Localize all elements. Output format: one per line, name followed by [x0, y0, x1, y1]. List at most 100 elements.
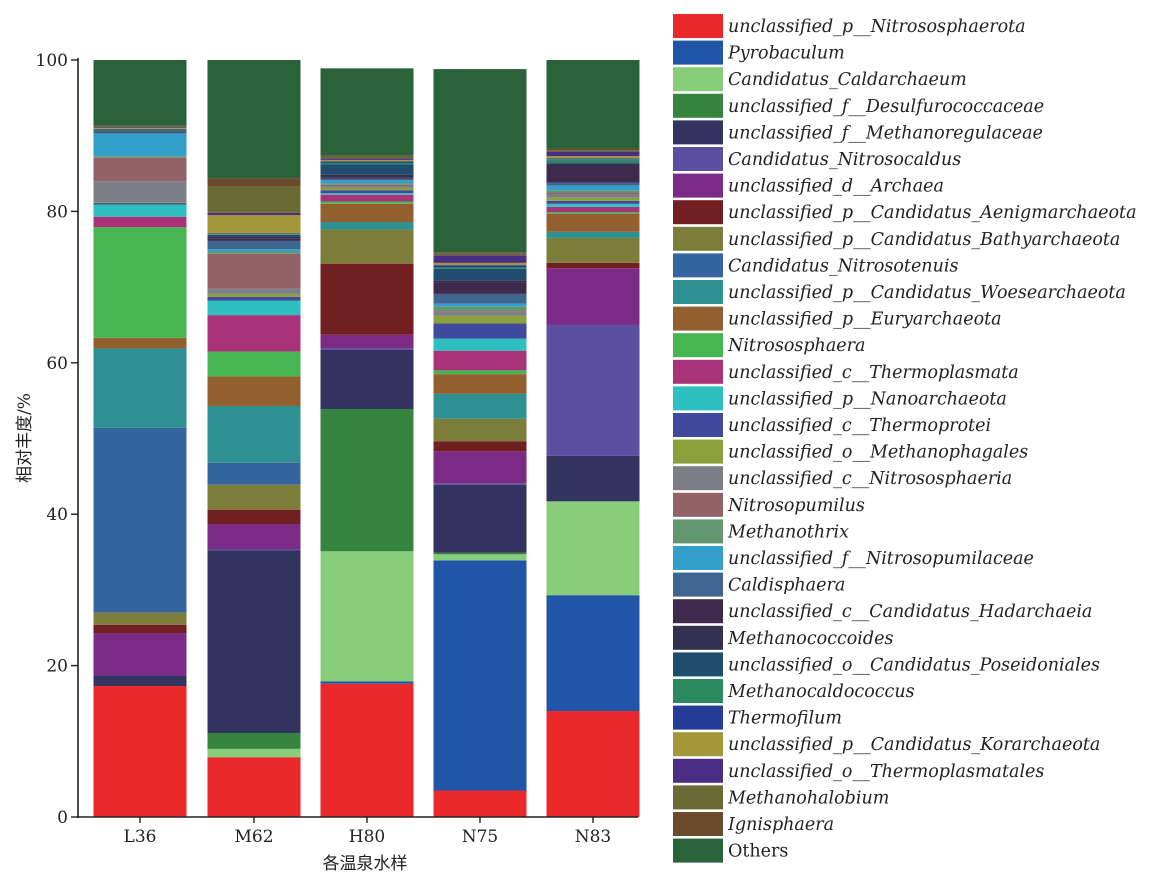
bar-segment-l36-28 [93, 127, 187, 129]
legend-label-13: unclassified_c__Thermoplasmata [728, 363, 1019, 383]
axes-layer: 0 20 40 60 80 100 L36 M62 H80 N75 N83 [36, 51, 638, 847]
bar-segment-n83-7 [546, 262, 640, 269]
bar-segment-m62-19 [207, 251, 301, 254]
legend-label-9: Candidatus_Nitrosotenuis [728, 256, 958, 276]
bar-segment-n83-13 [546, 206, 640, 213]
bar-segment-l36-22 [93, 131, 187, 133]
x-axis-title: 各温泉水样 [323, 854, 408, 874]
bar-segment-h80-0 [320, 683, 414, 817]
y-axis-title: 相对丰度/% [15, 393, 35, 483]
bar-segment-n83-30 [546, 148, 640, 151]
bar-segment-h80-17 [320, 186, 414, 188]
bar-segment-h80-27 [320, 159, 414, 162]
legend-swatch-25 [673, 679, 723, 703]
bar-segment-n83-16 [546, 197, 640, 201]
bar-segment-m62-21 [207, 240, 301, 250]
y-tick-label-80: 80 [46, 202, 68, 222]
bar-segment-n75-4 [433, 484, 527, 553]
bar-segment-m62-12 [207, 351, 301, 377]
bar-segment-l36-7 [93, 624, 187, 634]
bar-segment-n83-25 [546, 159, 640, 163]
bar-segment-n83-6 [546, 268, 640, 325]
bar-segment-m62-15 [207, 296, 301, 301]
legend-label-11: unclassified_p__Euryarchaeota [728, 310, 1002, 330]
legend-swatch-29 [673, 785, 723, 810]
bar-segment-h80-29 [320, 156, 414, 159]
legend-label-7: unclassified_p__Candidatus_Aenigmarchaeo… [728, 203, 1137, 223]
bar-segment-n75-11 [433, 374, 527, 394]
legend-swatch-3 [673, 93, 723, 118]
bar-segment-h80-8 [320, 229, 414, 264]
bar-segment-n75-8 [433, 418, 527, 442]
bar-segment-n83-11 [546, 213, 640, 232]
bar-segment-n83-27 [546, 156, 640, 159]
bar-segment-n75-5 [433, 483, 527, 485]
legend-swatch-31 [673, 838, 723, 863]
bar-segment-n83-14 [546, 203, 640, 207]
bar-segment-n83-31 [546, 60, 640, 149]
bar-segment-m62-23 [207, 236, 301, 239]
bar-segment-m62-0 [207, 757, 301, 817]
y-tick-label-20: 20 [46, 657, 68, 677]
bar-segment-l36-21 [93, 132, 187, 134]
bar-segment-h80-23 [320, 174, 414, 178]
legend-swatch-18 [673, 492, 723, 517]
legend-label-27: unclassified_p__Candidatus_Korarchaeota [728, 735, 1100, 755]
bar-segment-m62-3 [207, 732, 301, 749]
bar-segment-l36-13 [93, 216, 187, 228]
bar-segment-n83-10 [546, 231, 640, 238]
bar-segment-n83-5 [546, 324, 640, 456]
legend-swatch-11 [673, 306, 723, 331]
legend-swatch-14 [673, 386, 723, 411]
legend-label-10: unclassified_p__Candidatus_Woesearchaeot… [728, 283, 1126, 303]
bar-segment-n75-20 [433, 303, 527, 307]
bar-segment-n75-0 [433, 790, 527, 817]
bar-segment-m62-29 [207, 186, 301, 213]
bar-segment-n83-29 [546, 150, 640, 152]
legend-swatch-1 [673, 40, 723, 65]
legend-label-18: Nitrosopumilus [727, 496, 865, 516]
bar-segment-m62-6 [207, 524, 301, 550]
bar-segment-n75-16 [433, 315, 527, 324]
bar-segment-m62-30 [207, 178, 301, 187]
bar-segment-n75-29 [433, 253, 527, 256]
bar-segment-h80-4 [320, 349, 414, 409]
legend-label-0: unclassified_p__Nitrososphaerota [728, 17, 1026, 37]
bar-segment-l36-4 [93, 675, 187, 687]
bar-segment-h80-5 [320, 348, 414, 350]
legend-label-12: Nitrososphaera [727, 336, 865, 356]
bar-segment-l36-18 [93, 157, 187, 182]
bar-segment-h80-25 [320, 162, 414, 165]
legend-swatch-9 [673, 253, 723, 278]
bar-segment-m62-8 [207, 484, 301, 510]
y-tick-label-0: 0 [57, 808, 68, 828]
legend-swatch-10 [673, 280, 723, 304]
bar-segment-m62-26 [207, 233, 301, 235]
bar-segment-l36-26 [93, 128, 187, 130]
legend-swatch-21 [673, 572, 723, 597]
legend-swatch-17 [673, 466, 723, 491]
legend: unclassified_p__Nitrososphaerota Pyrobacu… [673, 14, 1137, 863]
bar-segment-h80-14 [320, 193, 414, 195]
bar-segment-l36-25 [93, 129, 187, 131]
bar-segment-n83-2 [546, 501, 640, 596]
legend-label-15: unclassified_c__Thermoprotei [728, 416, 991, 436]
bar-segment-h80-20 [320, 180, 414, 184]
bars-layer [93, 60, 640, 817]
bar-segment-m62-16 [207, 293, 301, 297]
bar-segment-l36-31 [93, 60, 187, 126]
legend-swatch-12 [673, 333, 723, 358]
bar-segment-m62-20 [207, 249, 301, 252]
bar-segment-n75-22 [433, 282, 527, 294]
legend-label-3: unclassified_f__Desulfurococcaceae [728, 97, 1044, 117]
bar-segment-n75-30 [433, 252, 527, 254]
y-tick-label-100: 100 [36, 51, 68, 71]
bar-segment-l36-9 [93, 427, 187, 613]
legend-label-25: Methanocaldococcus [727, 682, 915, 702]
legend-label-14: unclassified_p__Nanoarchaeota [728, 389, 1007, 409]
bar-segment-n83-22 [546, 167, 640, 183]
bar-segment-h80-12 [320, 201, 414, 204]
bar-segment-n83-17 [546, 193, 640, 198]
legend-label-31: Others [728, 842, 788, 862]
